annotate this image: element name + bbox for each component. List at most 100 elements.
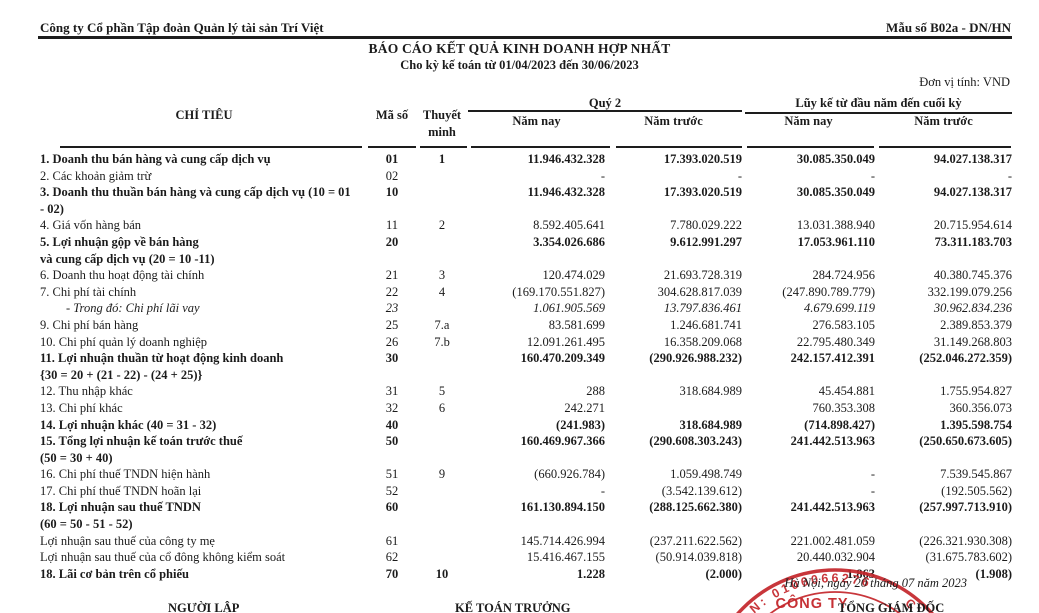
code-cell: 25 bbox=[385, 317, 399, 332]
code-cell: 01 bbox=[385, 152, 399, 166]
amount-cell-q2-current: 11.946.432.328 bbox=[527, 185, 605, 200]
company-stamp: Đ.N: 0106066276 C CÔNG TY bbox=[733, 568, 934, 613]
code-cell: 61 bbox=[385, 533, 399, 548]
amount-cell-q2-current: 120.474.029 bbox=[542, 268, 606, 283]
table-row: 18. Lãi cơ bản trên cổ phiếu 70 10 1.228 (2.… bbox=[40, 566, 1012, 583]
indicator-cell: 11. Lợi nhuận thuần từ hoạt động kinh do… bbox=[40, 350, 368, 383]
header-rule-segment bbox=[471, 146, 610, 148]
amount-cell-ytd-prior: 1.755.954.827 bbox=[940, 384, 1012, 399]
amount-cell-q2-prior: (290.608.303.243) bbox=[649, 434, 742, 449]
code-cell: 50 bbox=[385, 434, 399, 449]
indicator-line2: - 02) bbox=[40, 201, 64, 216]
note-cell: 3 bbox=[438, 268, 446, 283]
table-row: 10. Chi phí quản lý doanh nghiệp 26 7.b 12.… bbox=[40, 334, 1012, 351]
amount-cell-q2-prior: 318.684.989 bbox=[679, 417, 743, 432]
currency-unit: Đơn vị tính: VND bbox=[919, 75, 1010, 89]
indicator-line1: Lợi nhuận sau thuế của cổ đông không kiể… bbox=[40, 550, 286, 565]
code-cell: 30 bbox=[385, 351, 399, 366]
indicator-cell: 4. Giá vốn hàng bán bbox=[40, 217, 368, 234]
amount-cell-ytd-prior: 1.395.598.754 bbox=[940, 417, 1012, 432]
amount-cell-q2-current: 1.061.905.569 bbox=[533, 301, 605, 316]
note-cell: 7.a bbox=[434, 317, 450, 332]
code-cell: 62 bbox=[385, 550, 399, 565]
amount-cell-ytd-prior: (257.997.713.910) bbox=[919, 500, 1012, 515]
amount-cell-q2-prior: 7.780.029.222 bbox=[670, 218, 742, 233]
amount-cell-q2-prior: (50.914.039.818) bbox=[655, 550, 742, 565]
signature-preparer: NGƯỜI LẬP bbox=[168, 601, 240, 613]
indicator-cell: 6. Doanh thu hoạt động tài chính bbox=[40, 267, 368, 284]
amount-cell-ytd-current: 22.795.480.349 bbox=[796, 334, 875, 349]
amount-cell-ytd-current: 241.442.513.963 bbox=[790, 500, 875, 515]
note-cell bbox=[416, 234, 468, 267]
indicator-line1: 16. Chi phí thuế TNDN hiện hành bbox=[40, 467, 211, 482]
amount-cell-ytd-current: 760.353.308 bbox=[812, 400, 876, 415]
indicator-line1: 7. Chi phí tài chính bbox=[40, 284, 137, 299]
amount-cell-q2-current: 15.416.467.155 bbox=[526, 550, 605, 565]
code-cell: 22 bbox=[385, 284, 399, 299]
table-row: 18. Lợi nhuận sau thuế TNDN (60 = 50 - 51… bbox=[40, 499, 1012, 532]
indicator-cell: - Trong đó: Chi phí lãi vay bbox=[40, 300, 368, 317]
code-cell: 23 bbox=[385, 301, 399, 316]
amount-cell-q2-current: (241.983) bbox=[556, 417, 605, 432]
amount-cell-q2-prior: 318.684.989 bbox=[679, 384, 743, 399]
col-group-ytd: Lũy kế từ đầu năm đến cuối kỳ bbox=[795, 96, 962, 110]
indicator-line1: 3. Doanh thu thuần bán hàng và cung cấp … bbox=[40, 185, 351, 200]
amount-cell-ytd-current: 17.053.961.110 bbox=[797, 234, 875, 249]
amount-cell-q2-current: 8.592.405.641 bbox=[533, 218, 605, 233]
amount-cell-ytd-prior: - bbox=[1007, 168, 1012, 183]
amount-cell-ytd-prior: (250.650.673.605) bbox=[919, 434, 1012, 449]
note-cell: 2 bbox=[438, 218, 446, 233]
indicator-cell: 2. Các khoản giảm trừ bbox=[40, 168, 368, 185]
amount-cell-q2-prior: 1.246.681.741 bbox=[670, 317, 742, 332]
col-header-note-line2: minh bbox=[428, 125, 456, 139]
indicator-cell: 15. Tổng lợi nhuận kế toán trước thuế (50… bbox=[40, 433, 368, 466]
indicator-cell: 7. Chi phí tài chính bbox=[40, 284, 368, 301]
indicator-line1: 10. Chi phí quản lý doanh nghiệp bbox=[40, 334, 207, 349]
amount-cell-ytd-prior: 332.199.079.256 bbox=[927, 284, 1012, 299]
amount-cell-ytd-prior: (192.505.562) bbox=[941, 483, 1012, 498]
amount-cell-ytd-prior: 94.027.138.317 bbox=[933, 185, 1012, 200]
note-cell bbox=[416, 350, 468, 383]
table-row: 16. Chi phí thuế TNDN hiện hành 51 9 (660.9… bbox=[40, 466, 1012, 483]
report-table-body: 1. Doanh thu bán hàng và cung cấp dịch v… bbox=[40, 151, 1012, 582]
amount-cell-ytd-prior: 30.962.834.236 bbox=[933, 301, 1012, 316]
amount-cell-ytd-prior: 360.356.073 bbox=[949, 400, 1013, 415]
indicator-line1: 14. Lợi nhuận khác (40 = 31 - 32) bbox=[40, 417, 217, 432]
indicator-line1: 4. Giá vốn hàng bán bbox=[40, 218, 142, 233]
indicator-cell: Lợi nhuận sau thuế của cổ đông không kiể… bbox=[40, 549, 368, 566]
amount-cell-ytd-current: (247.890.789.779) bbox=[782, 284, 875, 299]
amount-cell-q2-current: 12.091.261.495 bbox=[526, 334, 605, 349]
note-cell: 4 bbox=[438, 284, 446, 299]
amount-cell-q2-current: 1.228 bbox=[576, 566, 605, 581]
amount-cell-ytd-current: 13.031.388.940 bbox=[796, 218, 875, 233]
stamp-center-text: CÔNG TY bbox=[775, 594, 848, 612]
table-row: 11. Lợi nhuận thuần từ hoạt động kinh do… bbox=[40, 350, 1012, 383]
amount-cell-ytd-current: 276.583.105 bbox=[812, 317, 876, 332]
indicator-cell: 18. Lợi nhuận sau thuế TNDN (60 = 50 - 51… bbox=[40, 499, 368, 532]
amount-cell-ytd-prior: 40.380.745.376 bbox=[933, 268, 1012, 283]
table-row: 3. Doanh thu thuần bán hàng và cung cấp … bbox=[40, 184, 1012, 217]
amount-cell-q2-current: 242.271 bbox=[564, 400, 605, 415]
amount-cell-q2-current: 83.581.699 bbox=[548, 317, 605, 332]
indicator-cell: 10. Chi phí quản lý doanh nghiệp bbox=[40, 334, 368, 351]
code-cell: 02 bbox=[385, 168, 399, 183]
amount-cell-q2-prior: 9.612.991.297 bbox=[670, 234, 742, 249]
col-header-note-line1: Thuyết bbox=[422, 108, 462, 122]
amount-cell-ytd-current: 20.440.032.904 bbox=[796, 550, 875, 565]
header-rule-segment bbox=[616, 146, 742, 148]
table-row: 2. Các khoản giảm trừ 02 - - - - bbox=[40, 168, 1012, 185]
amount-cell-ytd-prior: 94.027.138.317 bbox=[933, 152, 1012, 166]
table-row: Lợi nhuận sau thuế của công ty mẹ 61 145.7… bbox=[40, 533, 1012, 550]
amount-cell-ytd-current: - bbox=[870, 483, 875, 498]
note-cell bbox=[416, 168, 468, 185]
table-row: 14. Lợi nhuận khác (40 = 31 - 32) 40 (241.… bbox=[40, 417, 1012, 434]
indicator-line1: 18. Lãi cơ bản trên cổ phiếu bbox=[40, 566, 189, 581]
amount-cell-ytd-current: 45.454.881 bbox=[818, 384, 875, 399]
note-cell bbox=[416, 300, 468, 317]
amount-cell-q2-prior: 17.393.020.519 bbox=[663, 185, 742, 200]
table-row: 6. Doanh thu hoạt động tài chính 21 3 120.4… bbox=[40, 267, 1012, 284]
indicator-line1: 13. Chi phí khác bbox=[40, 400, 123, 415]
amount-cell-q2-prior: 13.797.836.461 bbox=[663, 301, 742, 316]
amount-cell-q2-prior: (237.211.622.562) bbox=[649, 533, 742, 548]
group-q2-underline bbox=[468, 110, 742, 112]
